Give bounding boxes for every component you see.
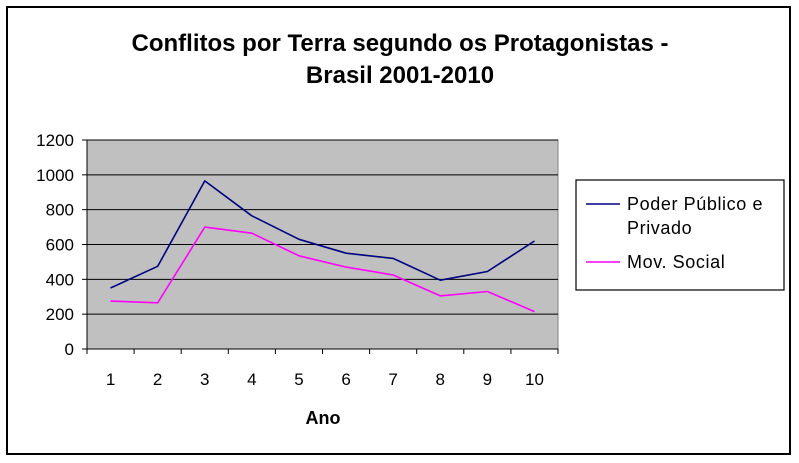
y-tick-label-800: 800 — [46, 201, 74, 220]
x-tick-label-2: 2 — [153, 370, 162, 389]
series-line-1 — [110, 226, 535, 313]
x-tick-label-6: 6 — [341, 370, 350, 389]
y-tick-label-400: 400 — [46, 270, 74, 289]
x-tick-label-7: 7 — [388, 370, 397, 389]
x-tick-label-5: 5 — [294, 370, 303, 389]
legend-label-poder-publico-line-2: Privado — [627, 218, 692, 238]
y-tick-label-600: 600 — [46, 236, 74, 255]
y-tick-label-1200: 1200 — [36, 131, 74, 150]
x-tick-label-10: 10 — [525, 370, 544, 389]
legend-label-mov-social: Mov. Social — [627, 252, 725, 272]
x-tick-label-3: 3 — [200, 370, 209, 389]
x-tick-label-9: 9 — [483, 370, 492, 389]
x-tick-label-1: 1 — [106, 370, 115, 389]
x-tick-label-8: 8 — [436, 370, 445, 389]
y-tick-label-0: 0 — [65, 340, 74, 359]
x-tick-label-4: 4 — [247, 370, 256, 389]
grid-lines — [87, 139, 558, 315]
series-lines — [110, 180, 535, 313]
y-tick-label-200: 200 — [46, 305, 74, 324]
legend-label-poder-publico-line-1: Poder Público e — [627, 194, 763, 214]
x-tick-labels: 1 2 3 4 5 6 7 8 9 10 — [106, 370, 544, 389]
legend: Poder Público e Privado Mov. Social — [575, 179, 785, 291]
chart-title-line-2: Brasil 2001-2010 — [306, 62, 494, 89]
y-tick-labels: 0 200 400 600 800 1000 1200 — [36, 131, 74, 359]
legend-box — [575, 179, 785, 291]
series-line-0 — [110, 180, 535, 289]
chart-title-line-1: Conflitos por Terra segundo os Protagoni… — [132, 30, 669, 57]
axes — [82, 139, 559, 354]
y-tick-label-1000: 1000 — [36, 166, 74, 185]
x-axis-title: Ano — [306, 408, 341, 428]
